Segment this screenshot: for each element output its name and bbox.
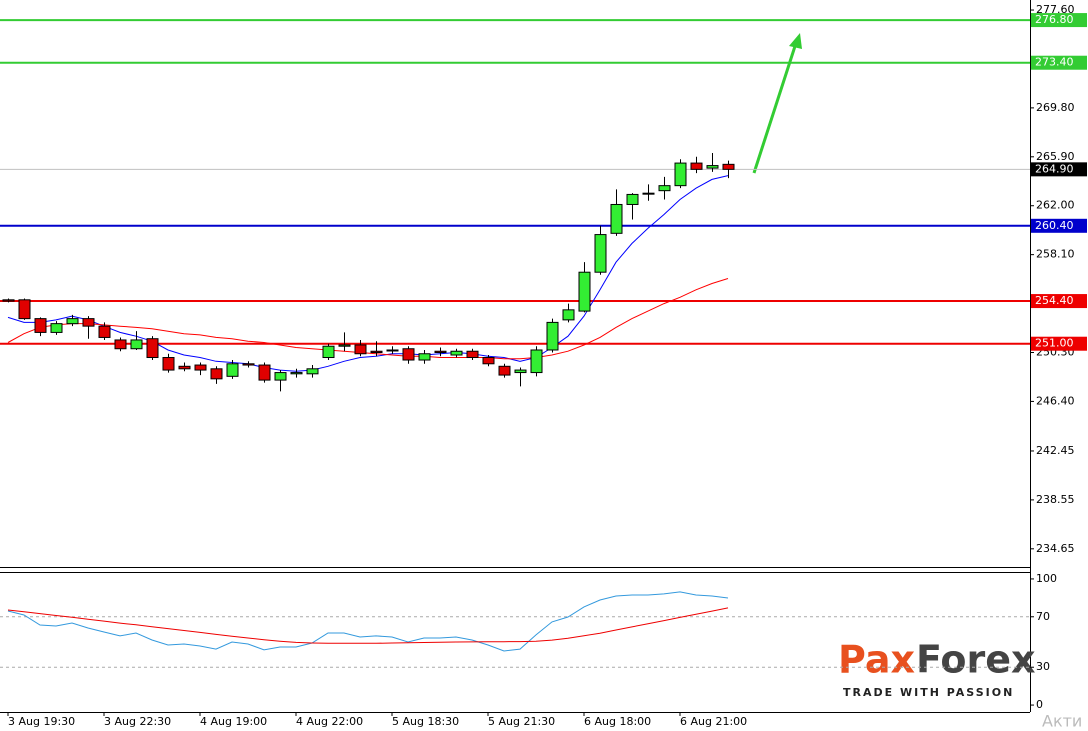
candle-body	[626, 193, 639, 205]
candle-body	[706, 165, 719, 169]
candle-body	[18, 299, 31, 320]
watermark: Акти	[1042, 712, 1082, 731]
candle-body	[530, 349, 543, 374]
candle-body	[418, 353, 431, 361]
candle-body	[290, 372, 303, 375]
candle-body	[146, 338, 159, 359]
candle-body	[258, 364, 271, 381]
candle-body	[354, 344, 367, 355]
candle-body	[194, 364, 207, 371]
level-label-box	[1031, 294, 1087, 309]
x-tick-label: 4 Aug 22:00	[296, 715, 363, 728]
candle-body	[722, 163, 735, 170]
level-label: 254.40	[1035, 294, 1074, 307]
y-tick-label: 262.00	[1036, 199, 1075, 212]
x-tick-label: 3 Aug 19:30	[8, 715, 75, 728]
candle-body	[242, 363, 255, 366]
candle-body	[690, 162, 703, 170]
candle-body	[114, 339, 127, 350]
candle-body	[210, 368, 223, 380]
y-tick-label: 0	[1036, 698, 1043, 711]
candle-body	[322, 345, 335, 359]
arrow-head	[789, 33, 802, 49]
x-tick-label: 5 Aug 21:30	[488, 715, 555, 728]
level-label: 251.00	[1035, 337, 1074, 350]
y-tick-label: 265.90	[1036, 150, 1075, 163]
line-series	[7, 278, 729, 360]
candle-body	[658, 185, 671, 192]
candle-body	[402, 348, 415, 361]
y-tick-label: 242.45	[1036, 444, 1075, 457]
x-tick-label: 5 Aug 18:30	[392, 715, 459, 728]
logo-brand-b: Forex	[916, 638, 1036, 682]
y-tick-label: 70	[1036, 610, 1050, 623]
y-tick-label: 234.65	[1036, 542, 1075, 555]
level-label: 260.40	[1035, 219, 1074, 232]
candle-body	[482, 357, 495, 365]
candle-body	[226, 363, 239, 377]
logo-brand-a: Pax	[838, 638, 915, 682]
y-tick-label: 238.55	[1036, 493, 1075, 506]
x-tick-label: 6 Aug 18:00	[584, 715, 651, 728]
candle-body	[466, 350, 479, 359]
candle-body	[642, 192, 655, 195]
candle-body	[162, 357, 175, 371]
candle-body	[50, 323, 63, 333]
y-tick-label: 277.60	[1036, 3, 1075, 16]
level-label-box	[1031, 13, 1087, 28]
candle-body	[306, 368, 319, 375]
candle-body	[82, 318, 95, 327]
y-tick-label: 258.10	[1036, 248, 1075, 261]
candle-body	[514, 369, 527, 374]
candle-body	[498, 365, 511, 376]
candle-body	[578, 271, 591, 312]
candle-body	[338, 344, 351, 347]
candle-body	[178, 365, 191, 370]
candle-body	[98, 325, 111, 338]
y-tick-label: 269.80	[1036, 101, 1075, 114]
level-label: 276.80	[1035, 13, 1074, 26]
candle-body	[2, 299, 15, 302]
level-label: 273.40	[1035, 56, 1074, 69]
candle-body	[370, 350, 383, 353]
candle-body	[594, 234, 607, 273]
line-series	[7, 607, 729, 644]
candle-body	[562, 309, 575, 321]
y-tick-label: 30	[1036, 660, 1050, 673]
candle-body	[434, 350, 447, 353]
y-tick-label: 246.40	[1036, 394, 1075, 407]
line-series	[7, 175, 729, 372]
x-tick-label: 4 Aug 19:00	[200, 715, 267, 728]
candle-body	[130, 339, 143, 350]
candle-body	[66, 318, 79, 325]
candle-body	[274, 372, 287, 381]
level-label-box	[1031, 336, 1087, 351]
candle-body	[34, 318, 47, 333]
candle-body	[386, 349, 399, 352]
level-label: 264.90	[1035, 162, 1074, 175]
y-tick-label: 100	[1036, 572, 1057, 585]
candle-body	[450, 350, 463, 356]
logo: Pax Forex TRADE WITH PASSION	[838, 638, 1036, 700]
level-label-box	[1031, 55, 1087, 70]
level-label-box	[1031, 218, 1087, 233]
candle-body	[610, 203, 623, 234]
x-tick-label: 6 Aug 21:00	[680, 715, 747, 728]
logo-tagline: TRADE WITH PASSION	[843, 686, 1014, 699]
candle-body	[546, 321, 559, 351]
level-label-box	[1031, 162, 1087, 177]
line-series	[7, 591, 729, 652]
candle-body	[674, 162, 687, 187]
x-tick-label: 3 Aug 22:30	[104, 715, 171, 728]
